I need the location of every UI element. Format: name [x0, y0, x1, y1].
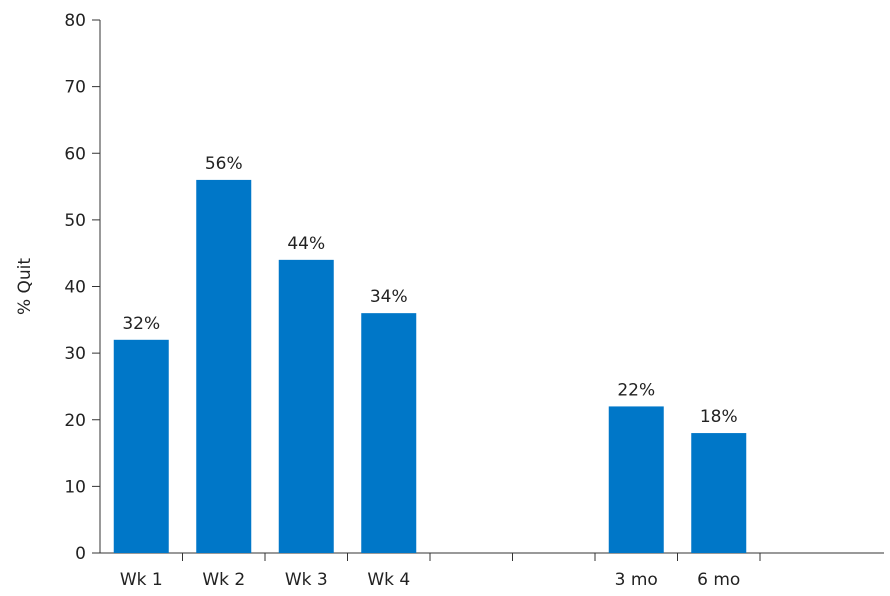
bar: [691, 433, 747, 553]
y-tick-label: 0: [75, 544, 86, 564]
bar: [113, 339, 169, 553]
y-axis: 0 10 20 30 40 50 60 70 80: [64, 11, 101, 564]
data-label: 34%: [370, 287, 408, 307]
data-label: 44%: [287, 234, 325, 254]
y-tick-label: 10: [64, 477, 86, 497]
bar: [196, 179, 252, 553]
data-label: 56%: [205, 154, 243, 174]
y-tick-label: 70: [64, 78, 86, 98]
bars: [113, 179, 747, 553]
y-tick-label: 20: [64, 411, 86, 431]
y-tick-label: 60: [64, 144, 86, 164]
x-tick-label: Wk 4: [367, 570, 410, 590]
bar: [608, 406, 664, 553]
bar: [278, 259, 334, 553]
x-tick-label: 3 mo: [615, 570, 658, 590]
data-label: 32%: [122, 314, 160, 334]
data-label: 22%: [617, 380, 655, 400]
y-tick-label: 30: [64, 344, 86, 364]
y-tick-label: 50: [64, 211, 86, 231]
bar: [361, 313, 417, 553]
x-axis: Wk 1 Wk 2 Wk 3 Wk 4 3 mo 6 mo: [100, 552, 884, 590]
y-tick-label: 40: [64, 278, 86, 298]
x-tick-label: 6 mo: [697, 570, 740, 590]
x-tick-label: Wk 2: [202, 570, 245, 590]
data-labels: 32% 56% 44% 34% 22% 18%: [122, 154, 737, 427]
y-tick-label: 80: [64, 11, 86, 31]
data-label: 18%: [700, 407, 738, 427]
y-axis-label: % Quit: [15, 258, 35, 315]
x-tick-label: Wk 3: [285, 570, 328, 590]
x-tick-label: Wk 1: [120, 570, 163, 590]
